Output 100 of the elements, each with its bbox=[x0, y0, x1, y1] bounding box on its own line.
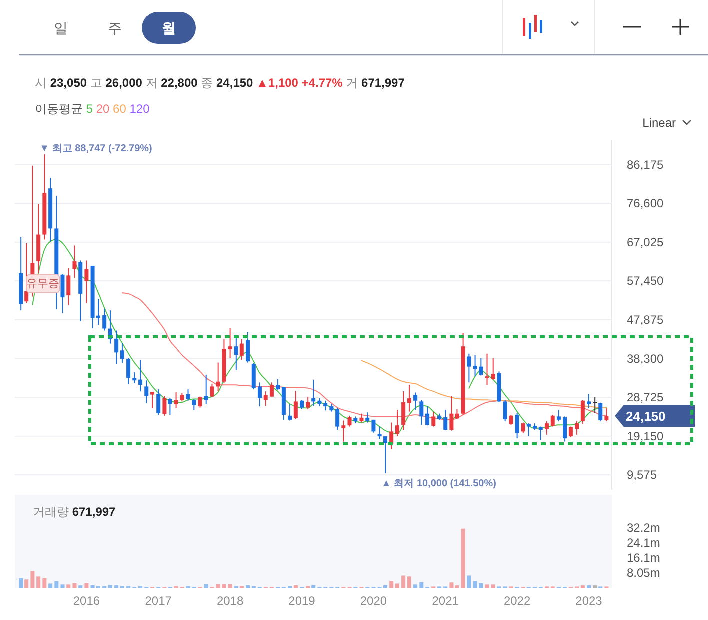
candlestick bbox=[587, 393, 592, 409]
candlestick bbox=[402, 391, 406, 431]
candlestick bbox=[538, 426, 543, 441]
bar bbox=[461, 528, 466, 588]
bar bbox=[228, 584, 232, 588]
candlestick bbox=[306, 396, 310, 410]
text: 60 bbox=[110, 102, 127, 116]
bar bbox=[390, 581, 394, 588]
text: 일 bbox=[54, 20, 68, 36]
y-tick-label: 8.05m bbox=[627, 566, 660, 580]
candlestick bbox=[150, 391, 155, 409]
candlestick bbox=[174, 392, 178, 409]
x-tick-label: 2021 bbox=[432, 594, 460, 608]
x-tick-label: 2018 bbox=[216, 594, 244, 608]
y-tick-label: 32.2m bbox=[627, 521, 660, 536]
annotation: ▲ 최저 10,000 (141.50%) bbox=[382, 478, 496, 490]
bar bbox=[485, 584, 490, 588]
candlestick bbox=[216, 362, 220, 392]
candlestick bbox=[258, 382, 262, 408]
candlestick bbox=[598, 402, 603, 422]
candlestick bbox=[395, 410, 400, 437]
bar bbox=[30, 571, 35, 588]
bar bbox=[491, 584, 496, 588]
y-tick-label: 28,725 bbox=[627, 390, 664, 405]
candlestick bbox=[234, 338, 238, 371]
text: 시 23,050 고 26,000 저 22,800 종 24,150 ▲1,100 +4.77% 거 671,997 bbox=[35, 76, 405, 90]
candlestick bbox=[84, 260, 89, 304]
candlestick bbox=[132, 372, 137, 384]
selected-tab: 월 bbox=[142, 12, 196, 44]
y-tick-label: 38,300 bbox=[627, 352, 664, 366]
candlestick bbox=[544, 421, 549, 436]
candlestick bbox=[294, 390, 298, 420]
candlestick bbox=[126, 358, 131, 385]
candlestick bbox=[372, 419, 376, 434]
bar bbox=[312, 585, 316, 588]
candlestick bbox=[432, 411, 436, 428]
text: 주 bbox=[108, 20, 122, 36]
candlestick bbox=[426, 406, 430, 426]
candlestick bbox=[192, 398, 196, 411]
bar bbox=[36, 576, 41, 588]
bar bbox=[48, 584, 53, 588]
candlestick bbox=[168, 398, 172, 416]
candlestick bbox=[210, 383, 214, 398]
y-tick-label: 47,875 bbox=[627, 312, 664, 327]
candlestick bbox=[509, 414, 514, 426]
candlestick bbox=[270, 382, 274, 398]
candlestick bbox=[246, 332, 250, 364]
candlestick bbox=[378, 426, 382, 440]
candlestick bbox=[556, 410, 561, 422]
candlestick bbox=[324, 400, 328, 412]
bar bbox=[42, 578, 47, 588]
text: 20 bbox=[93, 102, 110, 116]
event-badge: 유무증 bbox=[26, 274, 60, 294]
candlestick bbox=[420, 400, 424, 426]
candlestick bbox=[444, 410, 448, 431]
y-tick-label: 76,600 bbox=[627, 196, 664, 211]
candlestick bbox=[593, 396, 598, 414]
text: 5 bbox=[83, 102, 94, 116]
bar bbox=[395, 584, 400, 588]
bar bbox=[114, 585, 119, 588]
bar bbox=[407, 576, 412, 588]
candlestick bbox=[414, 392, 418, 411]
bar bbox=[204, 584, 208, 588]
bar bbox=[84, 583, 89, 588]
price-tag: 24,150 bbox=[615, 405, 695, 428]
bar bbox=[60, 584, 65, 588]
candlestick bbox=[515, 412, 520, 440]
candlestick bbox=[312, 379, 316, 407]
bar bbox=[467, 576, 472, 588]
candlestick bbox=[342, 420, 346, 442]
candlestick bbox=[240, 338, 244, 360]
candlestick bbox=[491, 358, 496, 380]
candlestick bbox=[156, 389, 161, 416]
candlestick bbox=[102, 308, 107, 332]
candlestick bbox=[300, 400, 304, 410]
candlestick bbox=[66, 268, 71, 306]
candlestick bbox=[264, 391, 268, 407]
candlestick bbox=[162, 396, 167, 416]
bar bbox=[19, 578, 24, 588]
annotation: 24,150 bbox=[626, 408, 666, 424]
candlestick bbox=[144, 380, 149, 404]
candlestick bbox=[580, 400, 585, 424]
candlestick bbox=[526, 423, 531, 437]
candlestick bbox=[604, 408, 609, 422]
candlestick bbox=[550, 414, 555, 428]
candlestick bbox=[521, 422, 526, 434]
x-tick-label: 2023 bbox=[576, 594, 603, 608]
candlestick bbox=[366, 412, 370, 424]
candlestick bbox=[503, 400, 508, 422]
x-tick-label: 2016 bbox=[73, 594, 100, 608]
bar bbox=[246, 585, 250, 588]
y-tick-label: 67,025 bbox=[627, 235, 664, 250]
annotation: 유무증 bbox=[26, 278, 60, 290]
candlestick bbox=[384, 436, 388, 474]
x-tick-label: 2020 bbox=[360, 594, 388, 608]
legend-title: 이동평균 bbox=[35, 102, 83, 116]
candlestick bbox=[138, 359, 143, 392]
candlestick bbox=[467, 353, 472, 384]
y-tick-label: 24.1m bbox=[627, 536, 660, 550]
bar bbox=[24, 580, 29, 588]
